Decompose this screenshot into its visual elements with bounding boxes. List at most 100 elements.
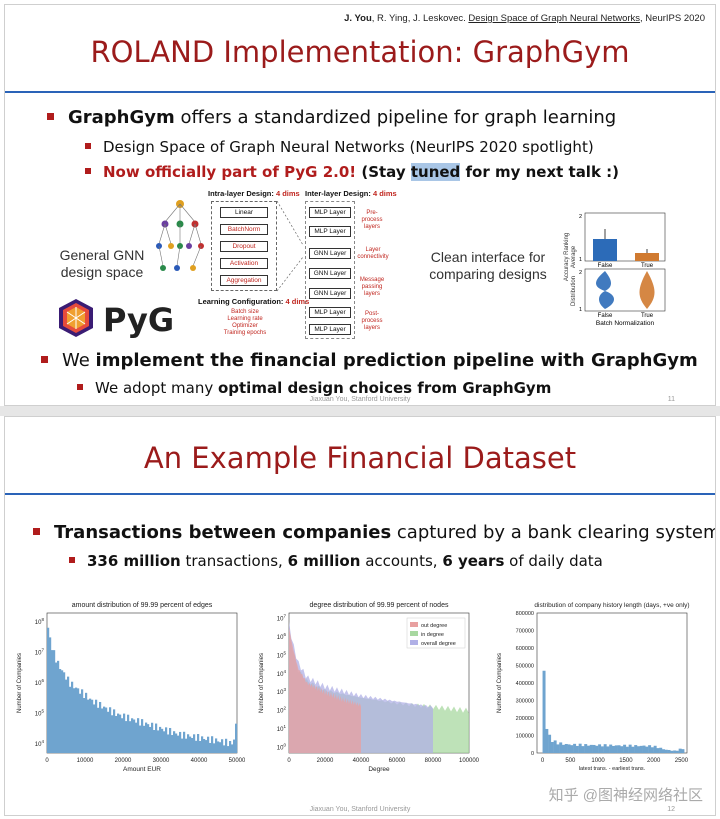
x-tick-label: 40000 <box>353 758 370 764</box>
stat-bold: 6 years <box>442 552 505 570</box>
intra-dims: 4 dims <box>275 189 300 198</box>
box-gnn-1: GNN Layer <box>309 248 351 259</box>
histogram-bar <box>625 746 629 753</box>
legend-label: out degree <box>421 623 447 629</box>
y-tick-label: 104 <box>277 669 287 678</box>
citation-authors-bold: J. You <box>344 13 372 24</box>
stat-text: of daily data <box>504 552 603 570</box>
histogram-bar <box>169 727 172 753</box>
histogram-bar <box>113 709 116 753</box>
bullet-bold: Transactions between companies <box>54 522 392 543</box>
histogram-bar <box>83 698 86 753</box>
clean-interface-label: Clean interface for comparing designs <box>423 249 553 283</box>
histogram-bar <box>165 727 168 753</box>
histogram-bar <box>181 738 184 753</box>
box-activation: Activation <box>220 258 268 269</box>
learning-dims: 4 dims <box>285 297 310 306</box>
histogram-bar <box>589 744 593 753</box>
sub-pyg-pre: (Stay <box>356 163 411 181</box>
y-tick-label: 106 <box>277 632 287 641</box>
plot-frame <box>536 612 688 754</box>
box-gnn-2: GNN Layer <box>309 268 351 279</box>
sub-mark <box>85 167 91 174</box>
y-tick-label: 100000 <box>516 734 534 740</box>
histogram-bar <box>612 745 615 753</box>
legend-swatch <box>410 622 418 627</box>
sub-pyg: Now officially part of PyG 2.0! (Stay tu… <box>85 163 619 181</box>
pyg-wordmark: PyG <box>103 301 175 339</box>
title-rule <box>5 91 715 93</box>
histogram-bar <box>659 747 663 753</box>
x-tick-label: 60000 <box>389 758 406 764</box>
histogram-bar <box>119 714 122 753</box>
histogram-bar <box>65 679 68 753</box>
histogram-bar <box>55 662 58 753</box>
histogram-bar <box>187 734 190 753</box>
histogram-bar <box>71 681 74 753</box>
histogram-bar <box>185 738 188 753</box>
slide-graphgym: J. You, R. Ying, J. Leskovec. Design Spa… <box>4 4 716 406</box>
histogram-bar <box>648 745 652 753</box>
x-tick-label: 2000 <box>647 758 661 764</box>
histogram-bar <box>227 746 230 753</box>
y-tick-label: 108 <box>35 617 45 626</box>
histogram-bar <box>177 735 180 753</box>
label-preprocess: Pre- process layers <box>361 210 383 230</box>
histogram-bar <box>129 721 132 753</box>
histogram-bar <box>149 726 152 753</box>
legend-swatch <box>410 631 418 636</box>
histogram-bar <box>61 670 64 753</box>
y-tick-label: 100 <box>277 742 287 751</box>
x-tick-label: 0 <box>287 758 291 764</box>
histogram-bar <box>199 741 202 753</box>
mini-ylabel-top-2: Average <box>571 245 577 268</box>
learning-item: Batch size <box>231 309 259 315</box>
general-gnn-text: General GNN design space <box>59 247 145 280</box>
bullet-text: We <box>62 350 96 371</box>
gnn-tree-illustration <box>156 200 204 271</box>
histogram-bar <box>614 745 618 753</box>
x-axis-label: latest trans. - earliest trans. <box>579 766 646 772</box>
histogram-bar <box>81 689 84 753</box>
mini-ytick-top: 2 <box>579 214 582 220</box>
histogram-bar <box>600 746 604 753</box>
histogram-bar <box>97 707 100 753</box>
x-tick-label: 20000 <box>317 758 334 764</box>
x-tick-label: 1500 <box>619 758 633 764</box>
mini-ytick-top: 1 <box>579 257 582 263</box>
stat-bold: 336 million <box>87 552 181 570</box>
intra-title-text: Intra-layer Design: <box>208 189 276 198</box>
histogram-bar <box>121 718 124 753</box>
histogram-bar <box>645 746 649 753</box>
histogram-bar <box>550 741 554 753</box>
y-tick-label: 103 <box>277 687 287 696</box>
mini-violin-true <box>639 271 655 309</box>
citation-paper-link[interactable]: Design Space of Graph Neural Networks <box>468 13 641 24</box>
inter-layer-frame <box>305 201 355 339</box>
histogram-bar <box>117 713 120 753</box>
y-tick-label: 400000 <box>516 681 534 687</box>
sub-text: We adopt many <box>95 379 218 397</box>
box-dropout: Dropout <box>220 241 268 252</box>
histogram-bar <box>101 708 104 753</box>
histogram-bar <box>137 718 140 753</box>
histogram-bar <box>195 740 198 753</box>
histogram-bar <box>548 734 552 753</box>
mini-ytick-bottom: 1 <box>579 307 582 313</box>
histogram-bar <box>173 731 176 753</box>
mini-bottom-frame <box>584 268 666 312</box>
histogram-bar <box>57 660 60 753</box>
histogram-bar <box>183 731 186 753</box>
histogram-bar <box>664 749 668 753</box>
bullet-text: offers a standardized pipeline for graph… <box>174 107 617 128</box>
histogram-bar <box>617 745 621 753</box>
histogram-bar <box>75 687 78 753</box>
histogram-bar <box>109 707 112 753</box>
histogram-bar <box>559 742 563 753</box>
histogram-bar <box>123 713 126 753</box>
histogram-bar <box>667 749 671 753</box>
bullet-bold: GraphGym <box>68 107 175 128</box>
histogram-bar <box>678 748 682 753</box>
sub-pyg-red: Now officially part of PyG 2.0! <box>103 163 357 181</box>
histogram-bar <box>63 672 66 753</box>
